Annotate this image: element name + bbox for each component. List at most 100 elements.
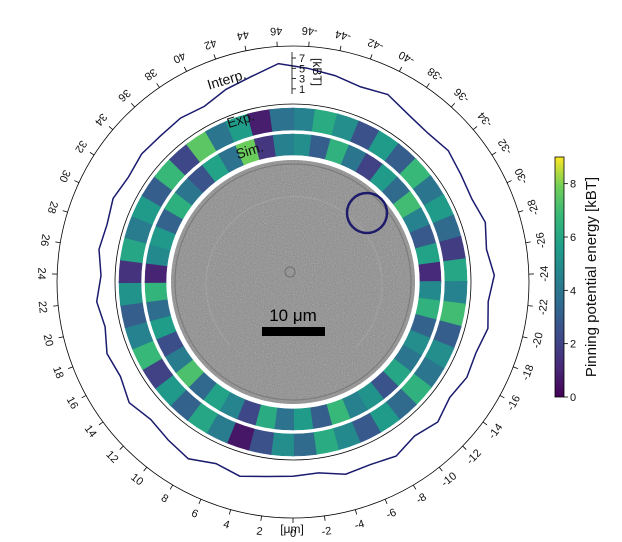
colorbar-tick-label: 0 (570, 392, 576, 404)
angular-tick (67, 366, 73, 369)
angular-tick-label: -38 (426, 65, 446, 84)
interp-curve-group (95, 62, 496, 478)
angular-tick (143, 466, 148, 472)
interp-curve (95, 62, 496, 478)
angular-tick (412, 484, 417, 490)
angular-tick (482, 421, 488, 426)
angular-tick (74, 180, 80, 184)
angular-tick-label: 34 (92, 111, 109, 128)
angular-tick (506, 180, 512, 184)
radial-tick-label: 3 (299, 74, 305, 86)
angular-tick (513, 366, 519, 369)
angular-tick-label: -46 (301, 24, 318, 37)
radial-tick-label: 7 (299, 53, 305, 65)
angular-tick (213, 54, 216, 60)
angular-tick-label: -44 (334, 27, 352, 42)
ring-label-sim: Sim. (234, 138, 265, 161)
angular-tick-label: -34 (476, 109, 495, 129)
exp-ring-segment (443, 258, 468, 283)
angular-tick-label: 22 (36, 300, 49, 313)
angular-tick-label: 18 (50, 365, 66, 381)
scale-bar-label: 10 μm (269, 306, 317, 325)
angular-tick (399, 66, 403, 72)
angular-tick-label: 2 (256, 525, 264, 538)
angular-tick (55, 241, 61, 244)
angular-tick-label: -22 (537, 299, 551, 316)
angular-tick-label: -12 (464, 447, 484, 467)
angular-tick-label: -4 (353, 518, 366, 532)
angular-tick-label: 30 (56, 168, 72, 184)
angular-tick (156, 83, 160, 88)
exp-ring-segment (269, 107, 294, 132)
angular-tick-label: -14 (486, 422, 505, 442)
angular-tick-label: 12 (103, 449, 120, 466)
colorbar-label: Pinning potential energy [kBT] (583, 177, 600, 377)
angular-tick-label: -24 (539, 265, 552, 281)
angular-tick (339, 45, 342, 51)
angular-tick-label: -26 (534, 231, 548, 249)
angular-tick-label: -32 (496, 136, 515, 156)
angular-tick-label: 32 (72, 138, 89, 155)
angular-tick-label: -16 (505, 393, 523, 413)
angular-tick (131, 102, 135, 108)
angular-tick (108, 126, 114, 130)
ring-label-exp: Exp. (225, 107, 256, 130)
particle-circle (345, 191, 389, 235)
angular-tick-label: 26 (38, 233, 52, 247)
angular-tick-label: 40 (171, 49, 187, 65)
microscopy-image (171, 160, 415, 404)
angular-tick (53, 305, 59, 307)
angular-tick-label: 0 (290, 528, 296, 540)
angular-tick-label: -28 (526, 198, 542, 217)
angular-tick-label: -8 (414, 491, 429, 506)
angular-tick-label: 8 (159, 492, 170, 505)
colorbar: 0 2 4 6 8 (554, 156, 576, 404)
angular-tick (522, 336, 528, 339)
angular-tick (354, 509, 358, 515)
colorbar-tick-label: 6 (570, 232, 576, 244)
angular-tick (169, 484, 174, 490)
exp-ring-segment (118, 281, 143, 306)
angular-tick (491, 151, 497, 156)
angular-tick-label: -42 (366, 36, 385, 53)
angular-tick-label: 38 (142, 66, 159, 83)
angular-tick (244, 45, 247, 51)
colorbar-tick-label: 8 (570, 179, 576, 191)
angular-tick-label: -40 (397, 48, 417, 66)
angular-unit-label: [μm] (280, 522, 304, 536)
angular-tick (58, 336, 64, 339)
angular-tick (518, 210, 524, 213)
angular-tick (426, 83, 430, 88)
angular-tick-label: -2 (321, 525, 332, 538)
exp-ring-segment (292, 432, 317, 457)
angular-tick (527, 305, 533, 307)
angular-tick-label: 24 (35, 267, 47, 280)
angular-tick-label: 46 (270, 24, 283, 37)
angular-tick-label: 20 (41, 333, 56, 348)
angular-tick (89, 151, 95, 156)
angular-tick-label: -10 (439, 470, 459, 489)
angular-tick-label: 6 (189, 507, 199, 520)
radial-tick-label: 5 (299, 63, 305, 75)
angular-tick (525, 241, 531, 244)
angular-tick-label: 10 (128, 471, 145, 488)
angular-tick-label: 36 (115, 87, 132, 104)
angular-tick (324, 515, 326, 521)
angular-tick-label: -18 (520, 363, 537, 382)
angular-tick-label: 28 (45, 200, 60, 215)
angular-tick (62, 210, 68, 213)
angular-tick-label: 44 (236, 28, 250, 42)
colorbar-tick-label: 4 (570, 285, 576, 297)
angular-tick (472, 126, 478, 130)
sim-ring-segment (272, 133, 294, 157)
angular-tick-label: -30 (513, 166, 531, 185)
sim-ring (144, 133, 442, 431)
angular-tick (119, 445, 124, 450)
angular-tick-label: 42 (202, 36, 218, 51)
angular-tick (81, 395, 87, 399)
angular-tick (499, 395, 505, 399)
exp-ring (118, 107, 468, 457)
angular-tick (370, 54, 373, 60)
